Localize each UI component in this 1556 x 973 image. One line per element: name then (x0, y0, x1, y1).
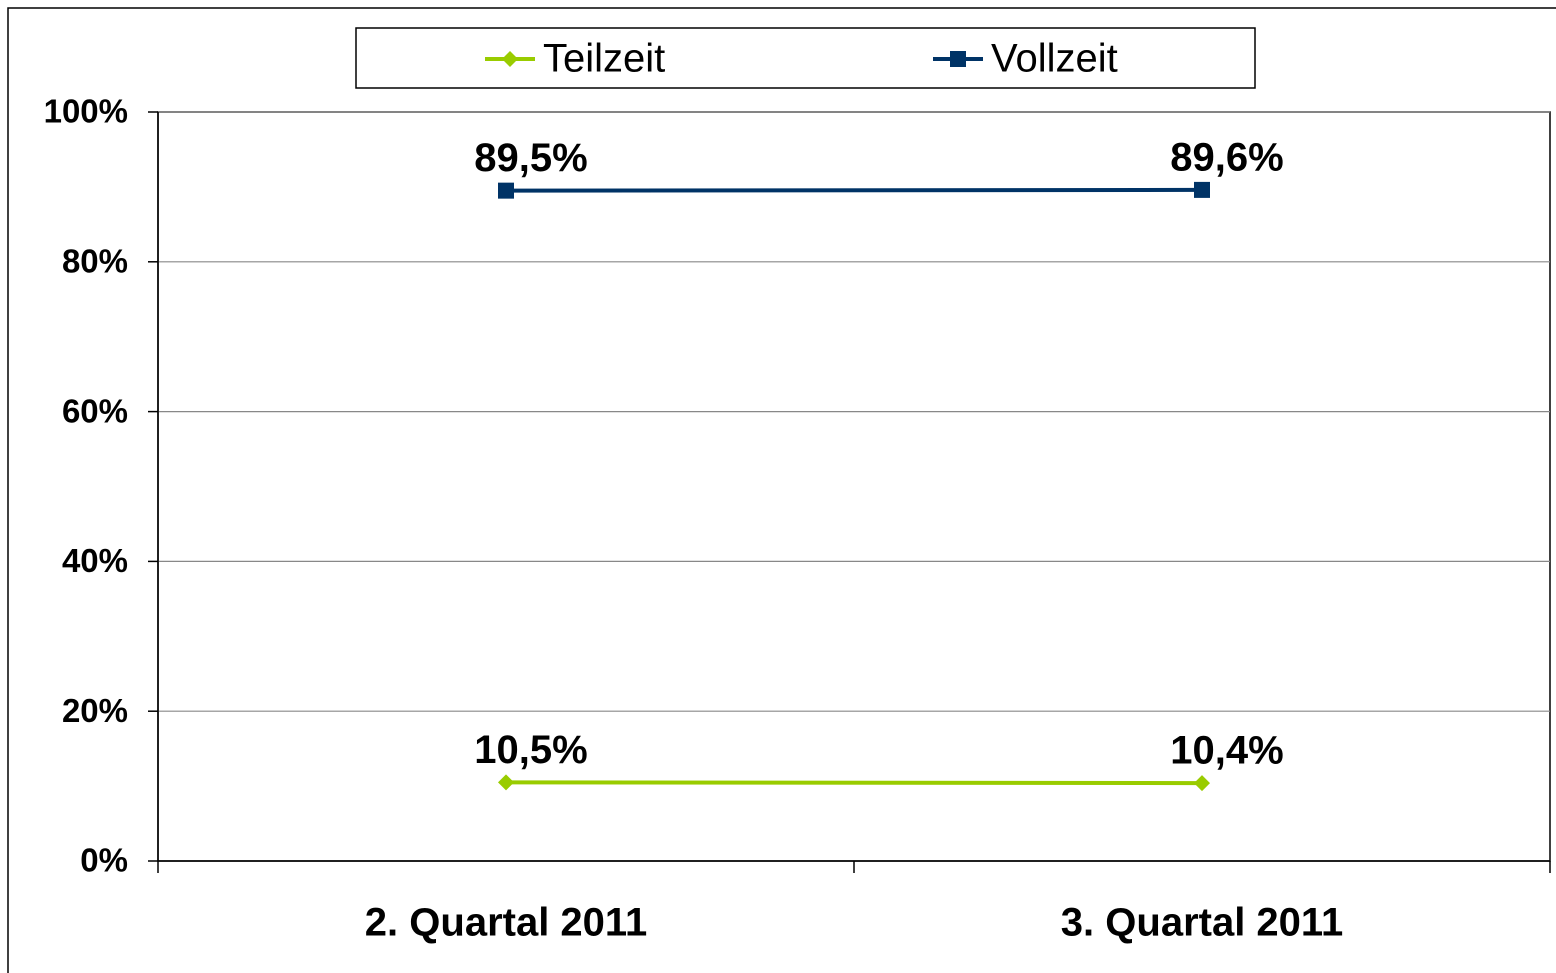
legend-label: Teilzeit (543, 37, 665, 81)
y-tick-label: 100% (44, 93, 128, 130)
legend-label: Vollzeit (991, 37, 1118, 81)
point-marker (1194, 775, 1210, 792)
data-label: 89,5% (474, 136, 587, 180)
data-label: 10,4% (1170, 729, 1283, 773)
series-line (505, 780, 1203, 786)
plot-area (157, 111, 1551, 862)
y-tick-label: 40% (62, 542, 128, 579)
y-tick-label: 80% (62, 243, 128, 280)
data-label: 89,6% (1170, 135, 1283, 179)
legend-marker (502, 51, 518, 67)
legend-marker (950, 51, 966, 67)
series-line (505, 187, 1203, 193)
point-marker (498, 182, 514, 199)
x-tick-label: 2. Quartal 2011 (365, 901, 647, 945)
data-label: 10,5% (474, 728, 587, 772)
y-tick-label: 0% (80, 842, 128, 879)
point-marker (1194, 181, 1210, 198)
point-marker (498, 774, 514, 791)
y-tick-label: 20% (62, 692, 128, 729)
y-tick-label: 60% (62, 392, 128, 429)
x-tick-label: 3. Quartal 2011 (1061, 901, 1343, 945)
